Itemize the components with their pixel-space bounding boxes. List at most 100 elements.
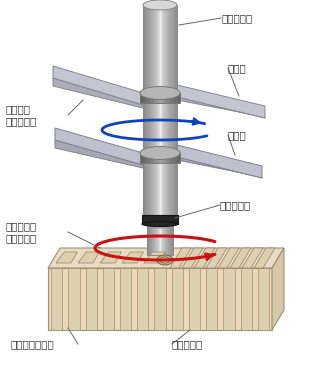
Polygon shape [206,248,227,268]
Polygon shape [272,248,284,330]
Bar [151,93,153,103]
Bar [160,5,161,215]
Bar [173,153,175,163]
Bar [153,224,154,255]
Polygon shape [68,268,80,330]
Bar [150,224,151,255]
Bar [149,93,151,103]
Polygon shape [53,66,143,105]
Bar [166,153,167,163]
Bar [155,5,156,215]
Polygon shape [242,248,263,268]
Bar [150,5,151,215]
Bar [159,153,161,163]
Bar [177,93,179,103]
Bar [169,224,170,255]
Bar [147,224,173,255]
Polygon shape [194,248,215,268]
Bar [175,153,177,163]
Bar [170,153,172,163]
Bar [167,5,168,215]
Bar [153,5,154,215]
Ellipse shape [140,86,180,100]
Bar [161,224,162,255]
Text: 撹拌ヘッド: 撹拌ヘッド [172,339,203,349]
Bar [177,153,179,163]
Bar [156,153,157,163]
Bar [145,93,146,103]
Bar [169,153,170,163]
Bar [151,224,152,255]
Ellipse shape [160,257,170,263]
Bar [157,153,159,163]
Bar [166,5,167,215]
Polygon shape [56,252,77,263]
Bar [140,153,180,163]
Polygon shape [55,128,143,165]
Bar [170,93,172,103]
Bar [164,153,166,163]
Bar [155,224,156,255]
Text: 外管ロッド: 外管ロッド [222,13,253,23]
Bar [159,224,160,255]
Polygon shape [223,268,235,330]
Bar [143,93,145,103]
Bar [171,5,172,215]
Bar [172,93,173,103]
Bar [156,224,157,255]
Bar [144,5,145,215]
Bar [157,224,158,255]
Bar [176,5,177,215]
Bar [161,93,162,103]
Bar [156,93,157,103]
Bar [170,5,171,215]
Bar [143,5,177,215]
Polygon shape [100,252,121,263]
Bar [159,5,160,215]
Bar [161,5,162,215]
Polygon shape [120,268,131,330]
Polygon shape [206,268,217,330]
Polygon shape [177,85,265,118]
Polygon shape [170,248,191,268]
Polygon shape [103,268,114,330]
Bar [159,93,161,103]
Polygon shape [182,248,203,268]
Bar [140,93,141,103]
Bar [141,153,143,163]
Polygon shape [218,248,239,268]
Bar [148,224,149,255]
Polygon shape [55,140,143,168]
Polygon shape [155,268,166,330]
Polygon shape [85,268,97,330]
Polygon shape [258,268,269,330]
Bar [145,153,146,163]
Bar [172,5,173,215]
Bar [157,5,158,215]
Bar [146,5,147,215]
Text: 内管ロッド: 内管ロッド [220,200,251,210]
Bar [149,224,150,255]
Bar [146,153,148,163]
Bar [161,153,162,163]
Text: 撹拌専用
（左回転）: 撹拌専用 （左回転） [5,104,36,126]
Bar [154,224,155,255]
Bar [149,153,151,163]
Polygon shape [137,268,148,330]
Bar [169,5,170,215]
Bar [175,93,177,103]
Polygon shape [172,268,183,330]
Bar [167,224,168,255]
Bar [148,5,149,215]
Polygon shape [177,97,265,118]
Text: スラリー吐出口: スラリー吐出口 [10,339,54,349]
Bar [153,93,154,103]
Text: 削孔・撹拌
（右回転）: 削孔・撹拌 （右回転） [5,221,36,243]
Bar [160,224,161,255]
Polygon shape [144,252,165,263]
Polygon shape [48,248,284,268]
Bar [146,93,148,103]
Polygon shape [53,78,143,108]
Bar [163,5,164,215]
Bar [143,5,144,215]
